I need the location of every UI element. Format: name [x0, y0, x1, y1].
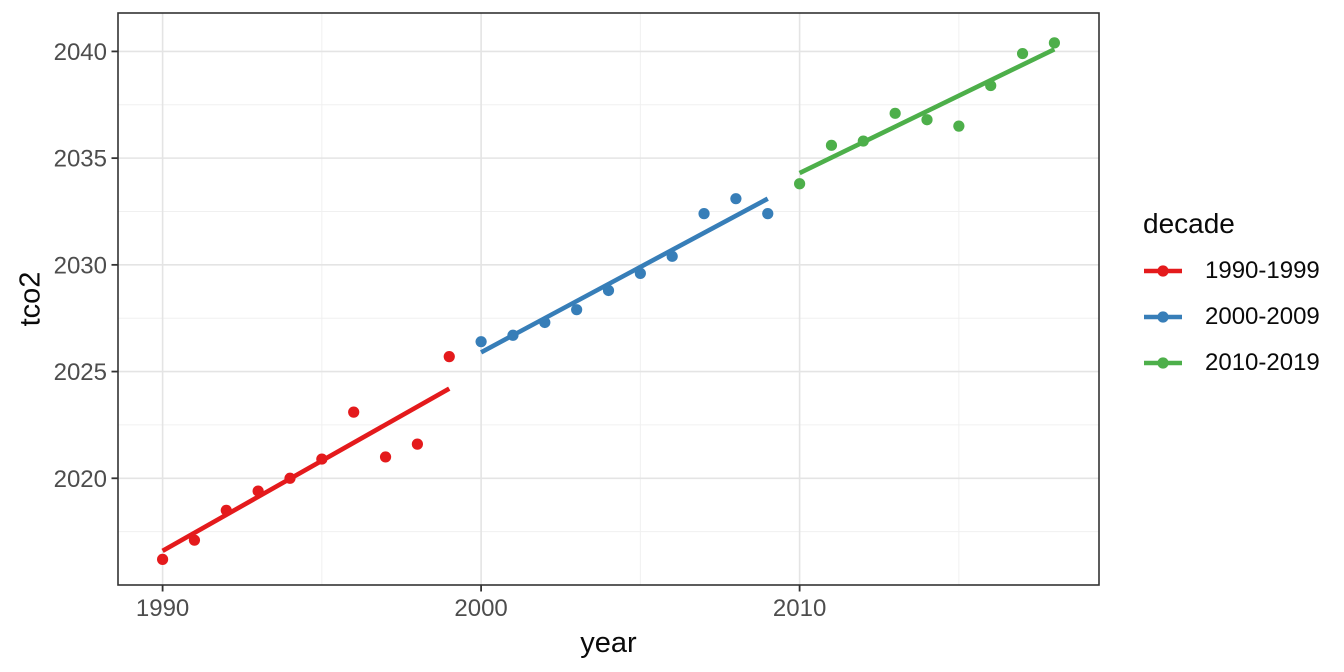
y-tick-label: 2035 — [54, 146, 107, 173]
data-point — [348, 406, 360, 418]
trend-line — [798, 47, 1056, 176]
data-point — [953, 120, 965, 132]
legend: decade 1990-1999 2000-2009 2010-2019 — [1143, 208, 1320, 378]
data-point — [571, 304, 583, 316]
trend-line — [161, 386, 451, 553]
data-point — [1048, 37, 1061, 49]
legend-item-label: 2000-2009 — [1205, 303, 1320, 330]
data-point — [379, 451, 392, 463]
legend-item-label: 2010-2019 — [1205, 349, 1320, 376]
x-tick-label: 1990 — [136, 595, 189, 622]
y-axis-title: tco2 — [14, 271, 47, 327]
data-point — [730, 193, 742, 205]
data-point — [411, 438, 423, 450]
data-point — [698, 208, 710, 220]
x-tick-label: 2000 — [454, 595, 507, 622]
y-tick-label: 2025 — [54, 359, 107, 386]
legend-key-line-dot-icon — [1144, 357, 1182, 369]
legend-item: 2000-2009 — [1143, 302, 1320, 332]
data-point — [762, 208, 774, 220]
x-tick-label: 2010 — [773, 595, 826, 622]
legend-key-line-dot-icon — [1144, 311, 1182, 323]
legend-item: 2010-2019 — [1143, 348, 1320, 378]
data-point — [825, 139, 838, 151]
data-point — [1016, 47, 1029, 60]
data-point — [188, 534, 201, 546]
y-tick-label: 2020 — [54, 466, 107, 493]
y-tick-label: 2030 — [54, 252, 107, 279]
legend-title: decade — [1143, 208, 1235, 239]
panel-border — [117, 12, 1100, 586]
y-tick-label: 2040 — [54, 39, 107, 66]
data-point — [889, 107, 901, 119]
legend-item-label: 1990-1999 — [1205, 257, 1320, 284]
trend-line — [480, 196, 769, 355]
legend-item: 1990-1999 — [1143, 256, 1320, 286]
data-point — [443, 351, 455, 363]
data-point — [156, 553, 169, 565]
x-axis-title: year — [580, 627, 637, 659]
data-point — [475, 336, 487, 348]
legend-key-line-dot-icon — [1144, 265, 1182, 277]
data-point — [794, 178, 806, 190]
data-point — [921, 114, 933, 126]
